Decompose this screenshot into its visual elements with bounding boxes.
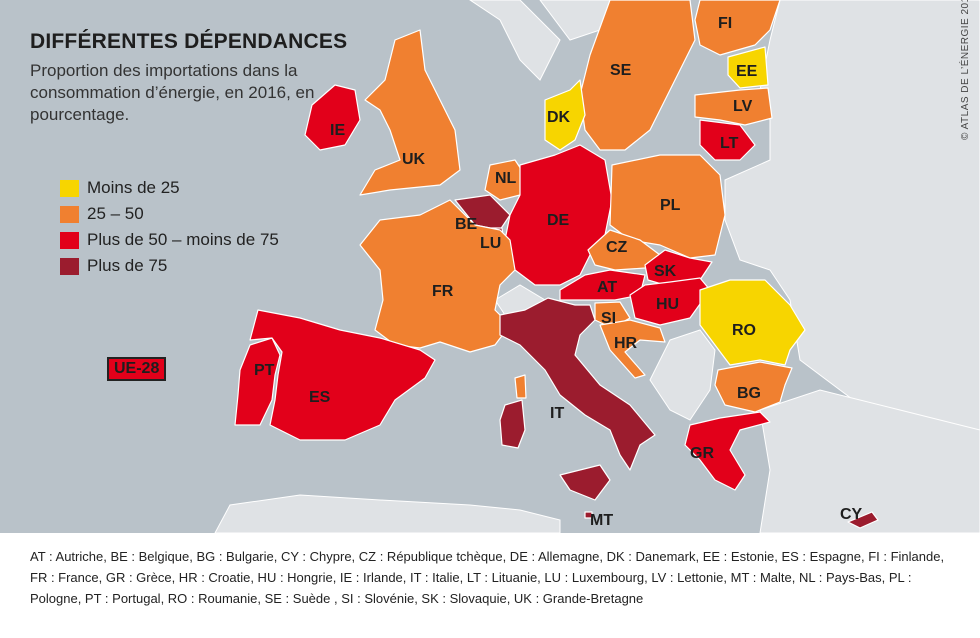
label-PL: PL <box>660 197 681 214</box>
legend-item: Plus de 75 <box>60 253 279 279</box>
country-IE[interactable] <box>304 84 361 151</box>
label-SK: SK <box>654 263 677 280</box>
label-SI: SI <box>601 310 616 327</box>
legend-item: Plus de 50 – moins de 75 <box>60 227 279 253</box>
label-NL: NL <box>495 170 517 187</box>
country-MT[interactable] <box>584 511 593 519</box>
country-BG[interactable] <box>714 361 793 413</box>
label-DK: DK <box>547 109 571 126</box>
legend: Moins de 25 25 – 50 Plus de 50 – moins d… <box>60 175 279 279</box>
label-HR: HR <box>614 335 638 352</box>
country-RO[interactable] <box>699 279 806 366</box>
label-LV: LV <box>733 98 753 115</box>
country-UK[interactable] <box>359 29 461 196</box>
label-RO: RO <box>732 322 756 339</box>
legend-label: Plus de 75 <box>87 256 168 275</box>
label-FR: FR <box>432 283 454 300</box>
legend-item: Moins de 25 <box>60 175 279 201</box>
legend-label: 25 – 50 <box>87 204 144 223</box>
legend-swatch <box>60 179 79 197</box>
country-DE[interactable] <box>504 144 613 286</box>
country-FI[interactable] <box>694 0 781 56</box>
label-IE: IE <box>330 122 345 139</box>
non-eu-land <box>214 0 980 533</box>
country-HR[interactable] <box>599 319 666 379</box>
label-UK: UK <box>402 151 426 168</box>
eu28-badge: UE-28 <box>107 357 167 381</box>
label-LT: LT <box>720 135 739 152</box>
map-title: DIFFÉRENTES DÉPENDANCES <box>30 30 348 53</box>
legend-swatch <box>60 231 79 249</box>
label-EE: EE <box>736 63 758 80</box>
country-IT-sicily[interactable] <box>559 464 611 501</box>
label-ES: ES <box>309 389 331 406</box>
legend-swatch <box>60 205 79 223</box>
country-code-list: AT : Autriche, BE : Belgique, BG : Bulga… <box>30 549 945 606</box>
label-AT: AT <box>597 279 617 296</box>
legend-label: Plus de 50 – moins de 75 <box>87 230 279 249</box>
country-GR[interactable] <box>684 411 771 491</box>
label-PT: PT <box>254 362 275 379</box>
label-CZ: CZ <box>606 239 628 256</box>
label-IT: IT <box>550 405 564 422</box>
label-SE: SE <box>610 62 632 79</box>
label-BE: BE <box>455 216 478 233</box>
country-LT[interactable] <box>699 119 756 161</box>
label-HU: HU <box>656 296 679 313</box>
label-BG: BG <box>737 385 761 402</box>
label-FI: FI <box>718 15 732 32</box>
label-GR: GR <box>690 445 714 462</box>
country-CY[interactable] <box>847 511 879 529</box>
country-IT[interactable] <box>499 297 656 471</box>
country-FR-corsica[interactable] <box>514 374 527 399</box>
map-subtitle: Proportion des importations dans la cons… <box>30 61 315 124</box>
label-CY: CY <box>840 506 863 523</box>
source-credit: © ATLAS DE L’ÉNERGIE 2018 / EUROSTAT <box>960 0 971 140</box>
country-SK[interactable] <box>644 249 713 286</box>
label-LU: LU <box>480 235 501 252</box>
country-code-footer: AT : Autriche, BE : Belgique, BG : Bulga… <box>0 533 980 638</box>
country-EE[interactable] <box>727 46 769 89</box>
country-labels: FI SE EE LV LT DK IE UK NL BE LU DE PL C… <box>254 15 863 529</box>
country-PT[interactable] <box>234 337 281 426</box>
country-ES[interactable] <box>249 309 436 441</box>
legend-swatch <box>60 257 79 275</box>
label-DE: DE <box>547 212 570 229</box>
legend-item: 25 – 50 <box>60 201 279 227</box>
country-IT-sardinia[interactable] <box>499 399 526 449</box>
legend-label: Moins de 25 <box>87 178 180 197</box>
europe-map: FI SE EE LV LT DK IE UK NL BE LU DE PL C… <box>214 0 980 533</box>
country-LV[interactable] <box>694 87 773 126</box>
country-DK[interactable] <box>544 79 586 151</box>
label-MT: MT <box>590 512 613 529</box>
